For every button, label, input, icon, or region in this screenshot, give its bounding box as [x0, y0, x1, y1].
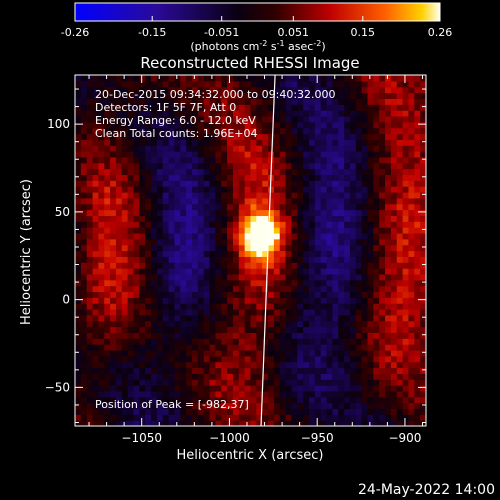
colorbar-tick-label: -0.051	[204, 26, 239, 39]
footer-date: 24-May-2022 14:00	[358, 482, 495, 498]
peak-position-label: Position of Peak = [-982,37]	[95, 398, 249, 411]
colorbar-tick-label: 0.051	[278, 26, 310, 39]
info-line: Detectors: 1F 5F 7F, Att 0	[95, 101, 236, 114]
x-tick-label: −1050	[121, 431, 162, 445]
chart-title: Reconstructed RHESSI Image	[140, 54, 359, 72]
plot-frame	[74, 74, 427, 427]
colorbar-tick-label: -0.26	[61, 26, 89, 39]
colorbar-tick-label: 0.15	[351, 26, 376, 39]
colorbar-ticks: -0.26 -0.15 -0.051 0.051 0.15 0.26	[61, 16, 452, 39]
x-axis-label: Heliocentric X (arcsec)	[177, 448, 324, 463]
x-tick-label: −1000	[209, 431, 250, 445]
heatmap-image	[75, 75, 426, 426]
y-axis-label: Heliocentric Y (arcsec)	[19, 179, 34, 325]
x-tick-label: −950	[301, 431, 334, 445]
colorbar-units: (photons cm-2 s-1 asec-2)	[190, 39, 325, 53]
y-tick-label: 100	[47, 117, 70, 131]
y-tick-label: 50	[55, 205, 70, 219]
y-tick-label: −50	[45, 380, 70, 394]
info-line: Clean Total counts: 1.96E+04	[95, 127, 258, 140]
colorbar-tick-label: -0.15	[138, 26, 166, 39]
observation-info: 20-Dec-2015 09:34:32.000 to 09:40:32.000…	[95, 88, 336, 140]
axes: −1050 −1000 −950 −900 −50 0 50 100	[45, 75, 426, 445]
colorbar	[74, 2, 441, 22]
colorbar-tick-label: 0.26	[428, 26, 453, 39]
info-line: Energy Range: 6.0 - 12.0 keV	[95, 114, 256, 127]
solar-limb-line	[260, 75, 276, 426]
x-tick-label: −900	[388, 431, 421, 445]
info-line: 20-Dec-2015 09:34:32.000 to 09:40:32.000	[95, 88, 336, 101]
y-tick-label: 0	[62, 293, 70, 307]
